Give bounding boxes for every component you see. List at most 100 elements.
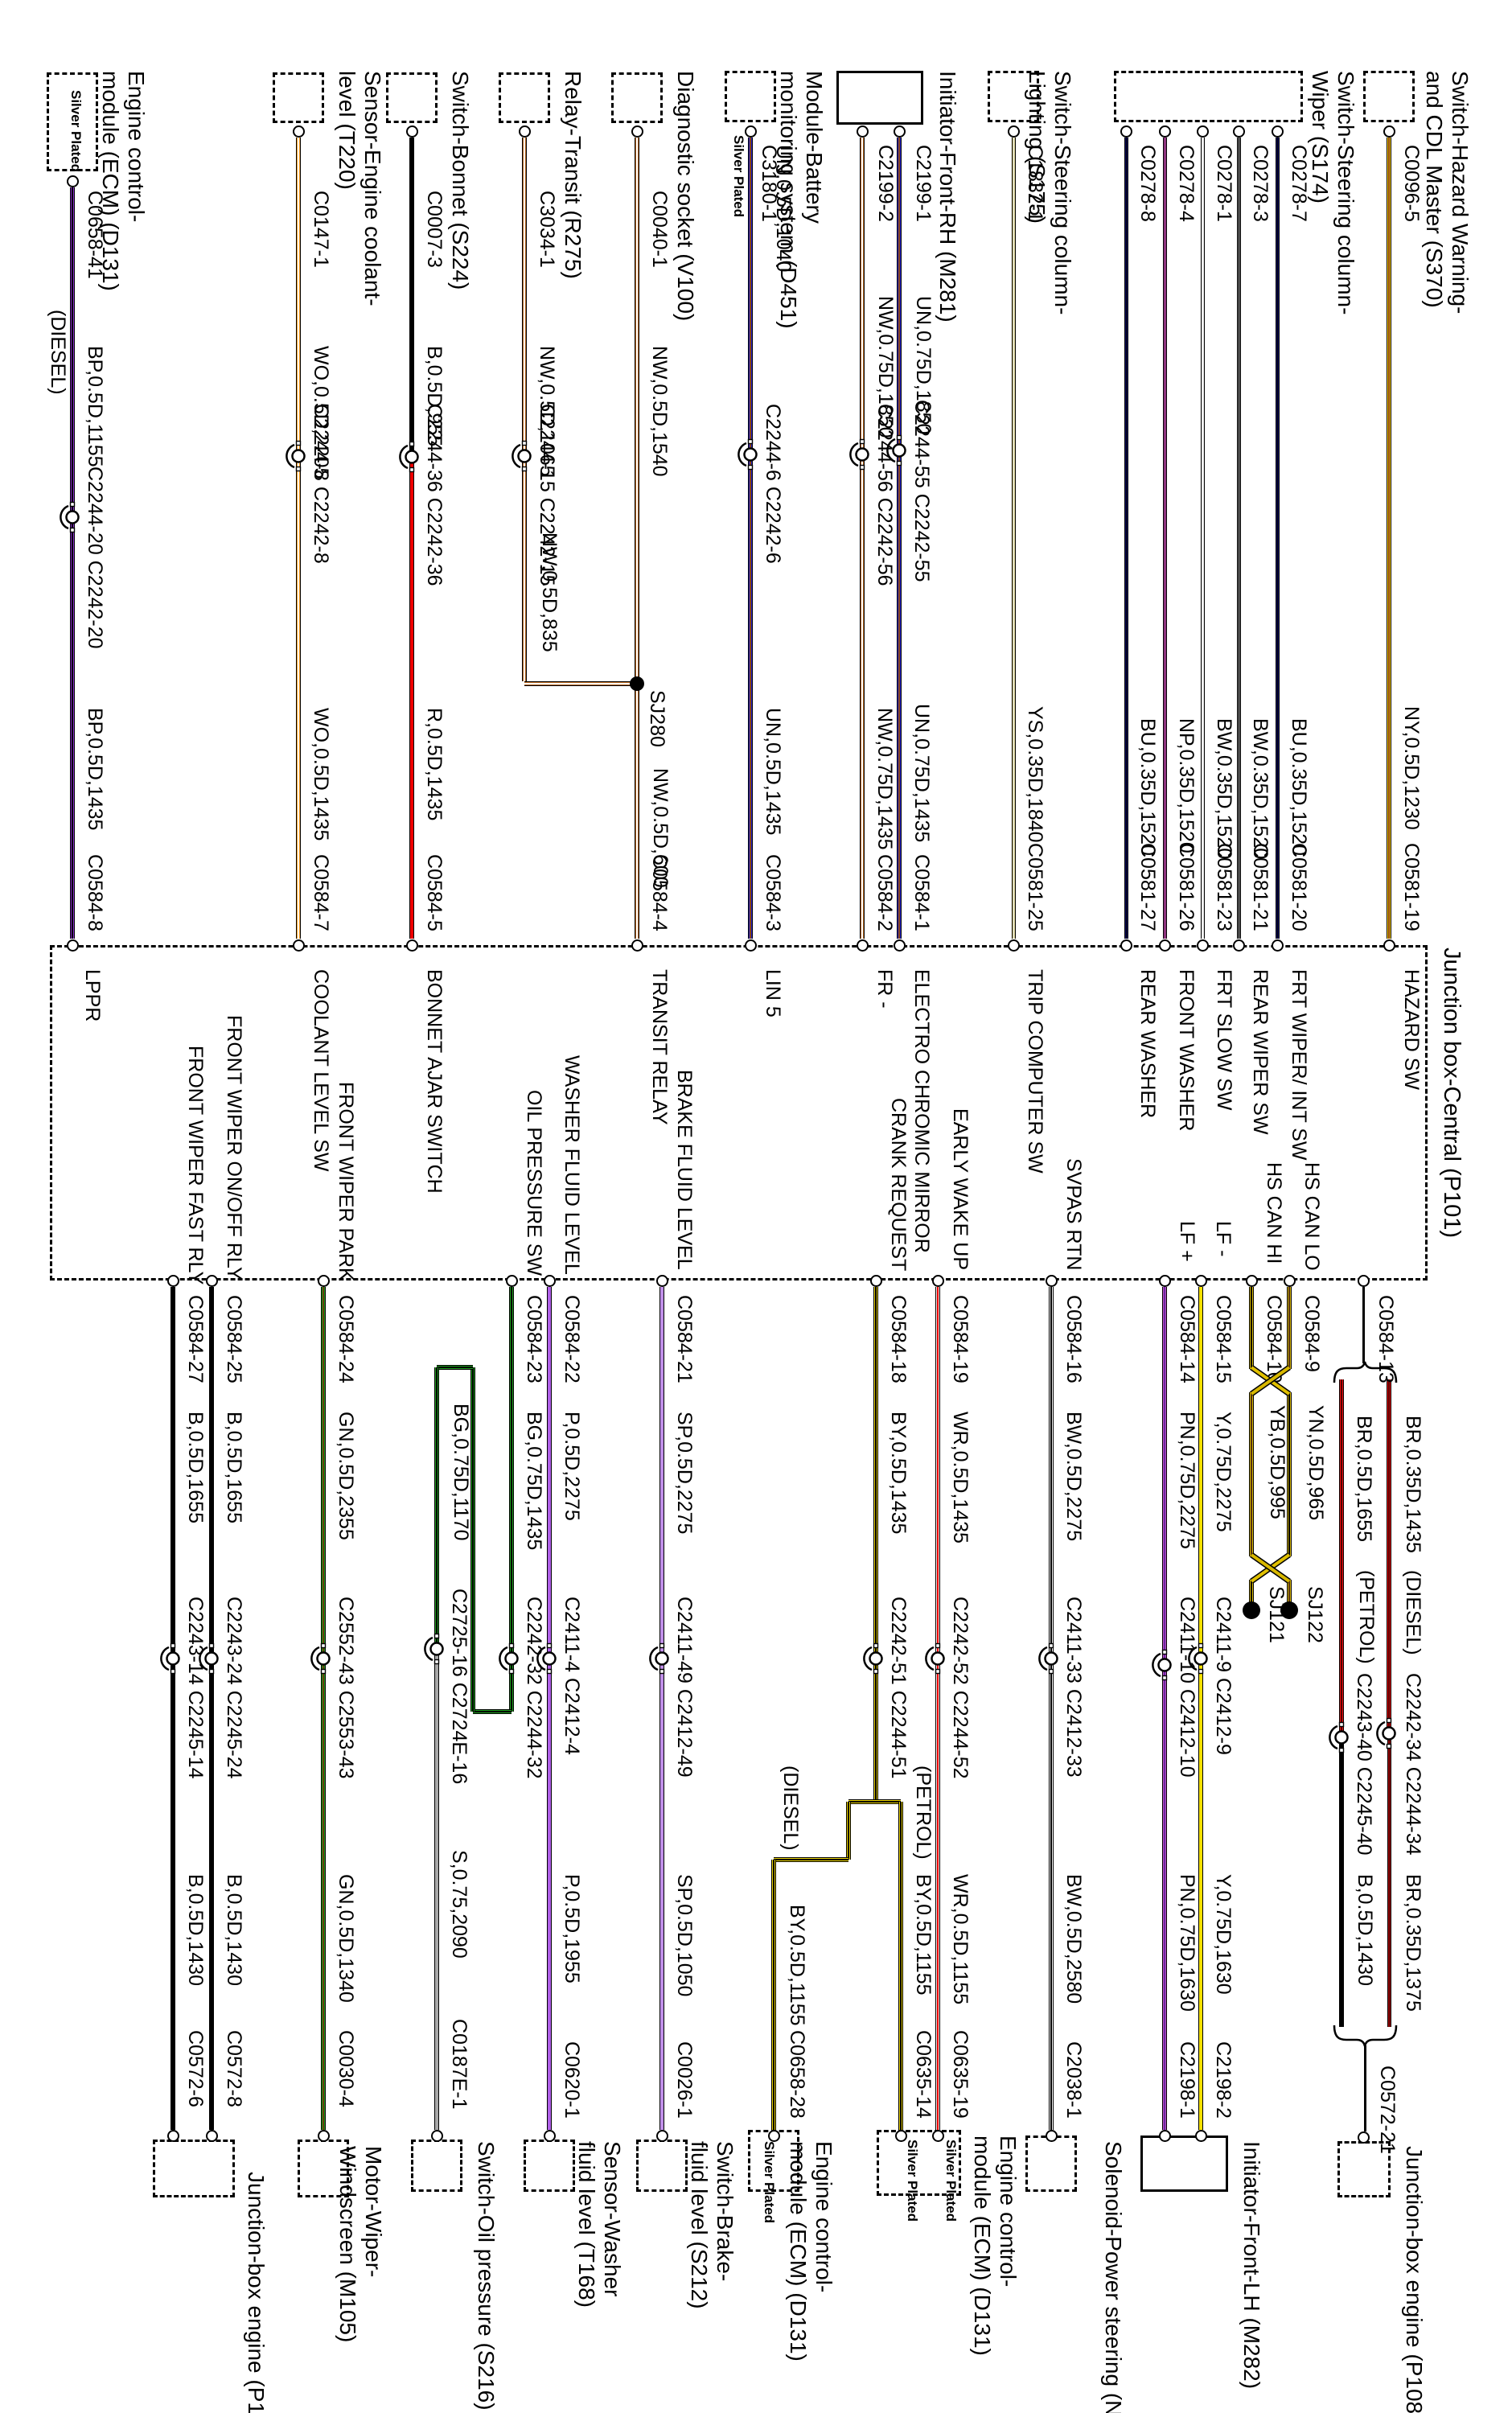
inline-connector-arc-9 — [310, 1646, 320, 1671]
crossing-wire-1 — [1250, 1366, 1291, 1396]
inline-connector-15 — [931, 1651, 945, 1666]
component-box-m282 — [1140, 2136, 1228, 2192]
component-box-s370 — [1363, 71, 1415, 122]
wire-segment-by-28 — [873, 1287, 878, 1802]
terminal-circle-41 — [1283, 1274, 1296, 1287]
wire-segment-by-32 — [771, 1860, 776, 2130]
inline-connector-5 — [855, 447, 869, 462]
component-box-ecm-d131-top — [47, 72, 98, 171]
inline-connector-pin-6-1 — [896, 460, 902, 467]
terminal-circle-23 — [1120, 939, 1132, 952]
inline-connector-pin-18-1 — [1198, 1668, 1204, 1675]
inline-connector-3 — [517, 449, 532, 463]
terminal-circle-18 — [631, 939, 643, 952]
terminal-circle-36 — [931, 1274, 944, 1287]
inline-connector-9 — [316, 1651, 331, 1666]
wire-segment-by-29 — [848, 1799, 901, 1804]
wire-segment-yn-43 — [1287, 1580, 1292, 1605]
inline-connector-arc-12 — [536, 1646, 546, 1671]
wire-segment-pn-36 — [1162, 1287, 1167, 2130]
wire-segment-br-48 — [1387, 1733, 1391, 2027]
wire-segment-yb-39 — [1287, 1392, 1292, 1556]
wire-segment-by-30 — [846, 1802, 851, 1860]
inline-connector-pin-5-1 — [859, 464, 865, 471]
wire-segment-bu-11 — [1124, 138, 1128, 939]
wire-segment-bu-15 — [1275, 138, 1280, 939]
inline-connector-pin-11-0 — [508, 1642, 515, 1649]
inline-connector-pin-6-0 — [896, 434, 902, 441]
terminal-circle-13 — [1271, 125, 1284, 138]
inline-connector-pin-15-0 — [935, 1642, 941, 1649]
inline-connector-pin-15-1 — [935, 1668, 941, 1675]
terminal-circle-11 — [1196, 125, 1209, 138]
wire-segment-b-18 — [209, 1287, 214, 2130]
inline-connector-20 — [1382, 1726, 1396, 1741]
wire-segment-br-47 — [1387, 1379, 1391, 1733]
inline-connector-arc-18 — [1188, 1646, 1198, 1671]
terminal-circle-20 — [856, 939, 869, 952]
wire-segment-b-46 — [1339, 1737, 1344, 2027]
splice-dot-sj280 — [630, 676, 644, 691]
terminal-circle-52 — [1045, 2129, 1058, 2142]
component-box-m281 — [836, 71, 923, 125]
inline-connector-pin-9-1 — [320, 1668, 327, 1675]
inline-connector-arc-8 — [199, 1646, 208, 1671]
inline-connector-arc-16 — [1038, 1646, 1048, 1671]
inline-connector-arc-13 — [649, 1646, 659, 1671]
inline-connector-2 — [405, 450, 419, 464]
wire-segment-bg-24 — [434, 1367, 439, 1649]
inline-connector-pin-13-0 — [659, 1642, 665, 1649]
inline-connector-arc-15 — [925, 1646, 935, 1671]
inline-connector-18 — [1194, 1651, 1208, 1666]
terminal-circle-40 — [1245, 1274, 1258, 1287]
terminal-circle-50 — [894, 2129, 907, 2142]
wire-segment-nw-5 — [524, 681, 637, 686]
wire-segment-yn-41 — [1287, 1287, 1292, 1369]
crossing-wire-3 — [1250, 1553, 1291, 1583]
inline-connector-pin-13-1 — [659, 1668, 665, 1675]
inline-connector-pin-8-1 — [208, 1668, 215, 1675]
terminal-circle-51 — [931, 2129, 944, 2142]
terminal-circle-31 — [317, 1274, 330, 1287]
inline-connector-arc-3 — [512, 443, 521, 469]
inline-connector-pin-2-0 — [409, 441, 415, 447]
wire-segment-sp-27 — [659, 1287, 664, 2130]
terminal-circle-55 — [1357, 2131, 1370, 2144]
wire-segment-bg-21 — [473, 1709, 512, 1714]
inline-connector-17 — [1157, 1658, 1172, 1672]
terminal-circle-24 — [1158, 939, 1171, 952]
terminal-circle-32 — [505, 1274, 518, 1287]
inline-connector-pin-3-0 — [521, 440, 528, 446]
terminal-circle-21 — [893, 939, 906, 952]
inline-connector-pin-12-0 — [546, 1642, 553, 1649]
inline-connector-arc-2 — [399, 444, 409, 470]
inline-connector-pin-20-1 — [1386, 1743, 1392, 1749]
terminal-circle-6 — [856, 125, 869, 138]
brace-0 — [1333, 1361, 1398, 1383]
inline-connector-pin-20-0 — [1386, 1717, 1392, 1724]
inline-connector-1 — [291, 449, 306, 463]
terminal-circle-19 — [744, 939, 757, 952]
wire-segment-gn-19 — [321, 1287, 326, 2130]
inline-connector-pin-14-0 — [873, 1642, 879, 1649]
inline-connector-arc-1 — [286, 443, 295, 469]
terminal-circle-0 — [66, 175, 79, 187]
terminal-circle-48 — [655, 2129, 668, 2142]
inline-connector-arc-17 — [1152, 1652, 1161, 1678]
wire-segment-bg-22 — [470, 1367, 475, 1712]
wire-segment-bg-23 — [437, 1365, 473, 1370]
terminal-circle-42 — [1357, 1274, 1370, 1287]
wire-segment-nw-6 — [635, 138, 639, 939]
inline-connector-arc-5 — [849, 442, 859, 467]
inline-connector-pin-5-0 — [859, 438, 865, 445]
inline-connector-arc-10 — [424, 1636, 433, 1662]
wire-segment-y-37 — [1198, 1287, 1203, 2130]
component-box-t220 — [273, 72, 324, 123]
inline-connector-pin-4-0 — [747, 438, 754, 445]
terminal-circle-16 — [292, 939, 305, 952]
inline-connector-pin-19-0 — [1338, 1721, 1345, 1728]
inline-connector-pin-3-1 — [521, 466, 528, 472]
terminal-circle-53 — [1158, 2129, 1171, 2142]
inline-connector-arc-11 — [499, 1646, 508, 1671]
